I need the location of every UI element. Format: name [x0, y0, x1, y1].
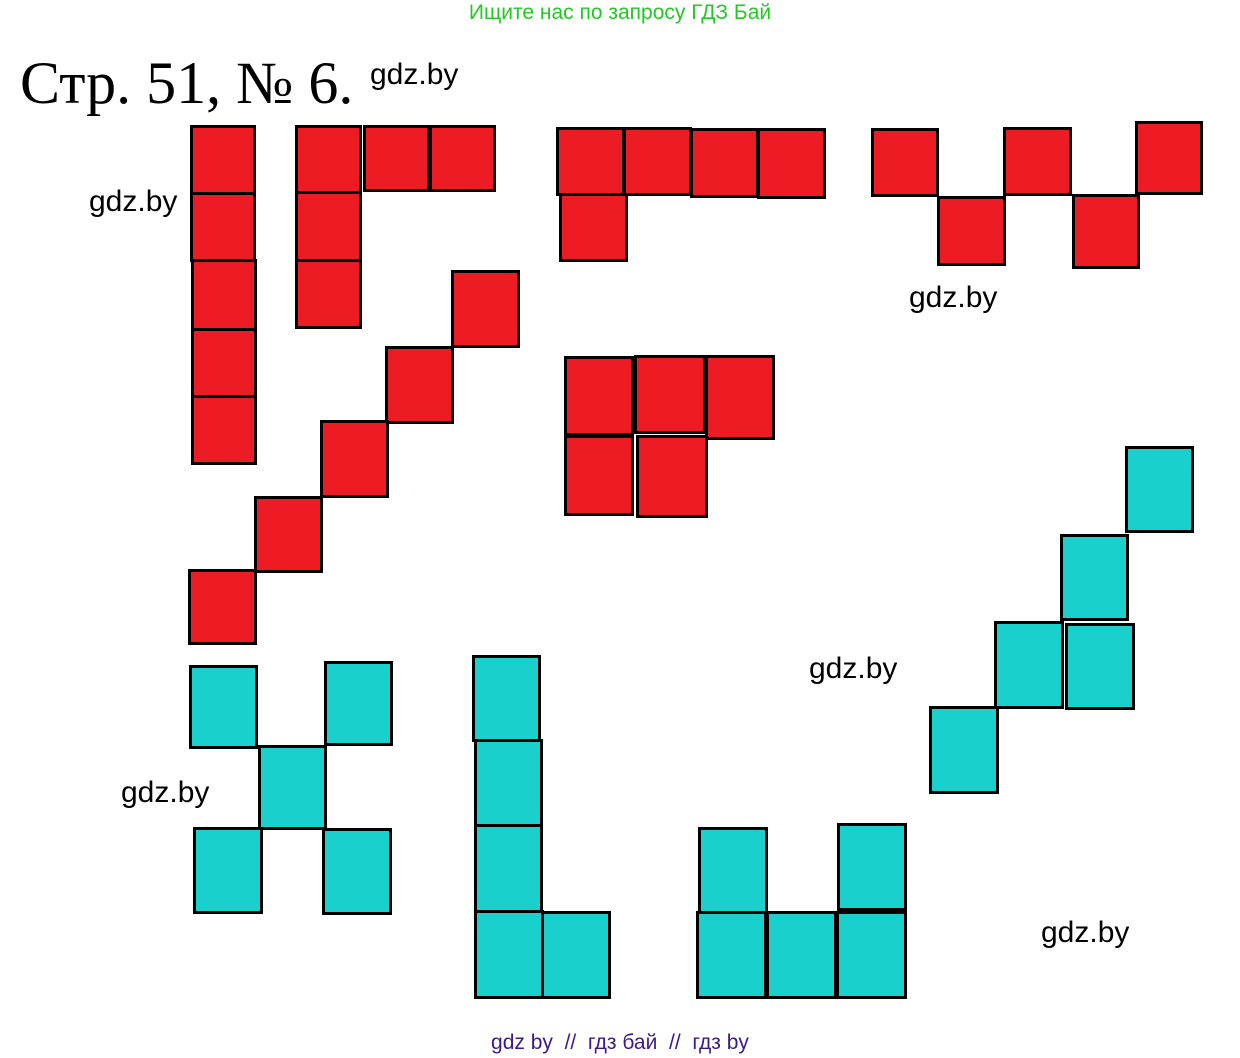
figure-cell: [636, 435, 708, 518]
figure-cell: [929, 706, 999, 794]
figure-cell: [1003, 127, 1072, 196]
figure-cell: [871, 128, 939, 197]
figure-cell: [295, 191, 362, 262]
figure-cell: [363, 125, 430, 192]
figure-cell: [474, 910, 544, 999]
figure-cell: [1060, 534, 1129, 621]
watermark: gdz.by: [909, 281, 998, 314]
figure-cell: [1065, 623, 1135, 710]
figure-cell: [698, 827, 768, 914]
watermark: gdz.by: [370, 58, 459, 91]
figure-cell: [472, 655, 541, 742]
figure-cell: [451, 270, 520, 348]
watermark: gdz.by: [1041, 916, 1130, 949]
figure-cell: [1072, 194, 1140, 269]
figure-cell: [188, 569, 257, 645]
figure-cell: [564, 356, 634, 436]
figure-cell: [429, 125, 496, 192]
figure-cell: [937, 196, 1006, 266]
figure-cell: [705, 355, 775, 440]
page-title: Стр. 51, № 6.: [20, 50, 354, 116]
figure-cell: [193, 827, 263, 914]
figure-cell: [559, 193, 628, 262]
figure-cell: [836, 911, 907, 999]
figure-cell: [324, 661, 393, 746]
figure-cell: [1135, 121, 1203, 195]
figure-cell: [385, 346, 454, 424]
figure-cell: [190, 192, 256, 262]
watermark: gdz.by: [89, 185, 178, 218]
figure-cell: [191, 259, 257, 331]
figure-cell: [190, 125, 256, 195]
figure-cell: [757, 128, 826, 199]
figure-cell: [564, 435, 634, 516]
figure-cell: [696, 911, 767, 999]
figure-cell: [634, 355, 706, 434]
figure-cell: [1125, 446, 1194, 533]
figure-cell: [690, 128, 759, 198]
figure-cell: [766, 911, 837, 999]
figure-cell: [254, 496, 323, 573]
figure-cell: [322, 828, 392, 915]
figure-cell: [295, 125, 362, 194]
figure-cell: [541, 911, 611, 999]
figure-cell: [320, 420, 389, 498]
top-banner: Ищите нас по запросу ГДЗ Бай: [468, 1, 772, 24]
footer-links: gdz by // гдз бай // гдз by: [491, 1031, 749, 1054]
watermark: gdz.by: [809, 652, 898, 685]
figure-cell: [474, 824, 543, 913]
figure-cell: [295, 259, 362, 329]
figure-cell: [189, 665, 258, 749]
figure-cell: [623, 127, 692, 196]
figure-cell: [191, 395, 257, 465]
figure-cell: [474, 739, 543, 827]
watermark: gdz.by: [121, 776, 210, 809]
figure-cell: [191, 328, 257, 398]
figure-cell: [994, 621, 1064, 709]
figure-cell: [258, 745, 327, 830]
figure-cell: [556, 127, 625, 196]
figure-cell: [837, 823, 907, 911]
